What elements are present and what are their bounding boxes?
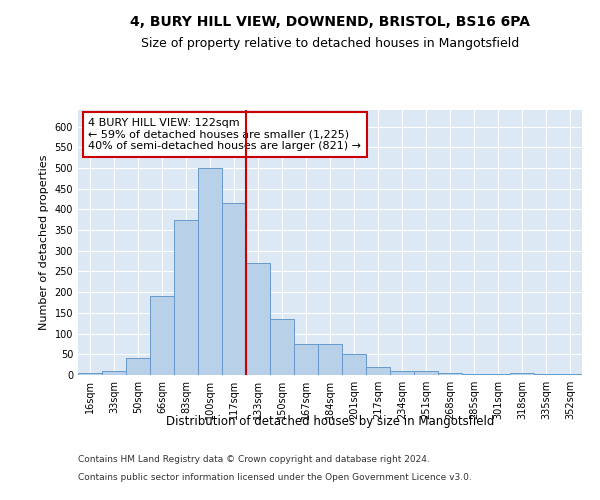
Y-axis label: Number of detached properties: Number of detached properties [39,155,49,330]
Bar [366,366,390,375]
Text: 4 BURY HILL VIEW: 122sqm
← 59% of detached houses are smaller (1,225)
40% of sem: 4 BURY HILL VIEW: 122sqm ← 59% of detach… [88,118,361,151]
Bar [126,358,150,375]
Text: Contains public sector information licensed under the Open Government Licence v3: Contains public sector information licen… [78,472,472,482]
Bar [246,263,270,375]
Bar [558,374,582,375]
Bar [342,354,366,375]
Bar [150,296,174,375]
Bar [318,344,342,375]
Bar [294,344,318,375]
Text: Size of property relative to detached houses in Mangotsfield: Size of property relative to detached ho… [141,38,519,51]
Bar [486,374,510,375]
Bar [438,373,462,375]
Bar [270,319,294,375]
Bar [102,371,126,375]
Bar [78,373,102,375]
Text: Contains HM Land Registry data © Crown copyright and database right 2024.: Contains HM Land Registry data © Crown c… [78,455,430,464]
Text: 4, BURY HILL VIEW, DOWNEND, BRISTOL, BS16 6PA: 4, BURY HILL VIEW, DOWNEND, BRISTOL, BS1… [130,15,530,29]
Bar [174,220,198,375]
Bar [534,374,558,375]
Bar [222,203,246,375]
Text: Distribution of detached houses by size in Mangotsfield: Distribution of detached houses by size … [166,415,494,428]
Bar [414,371,438,375]
Bar [510,373,534,375]
Bar [198,168,222,375]
Bar [390,371,414,375]
Bar [462,374,486,375]
